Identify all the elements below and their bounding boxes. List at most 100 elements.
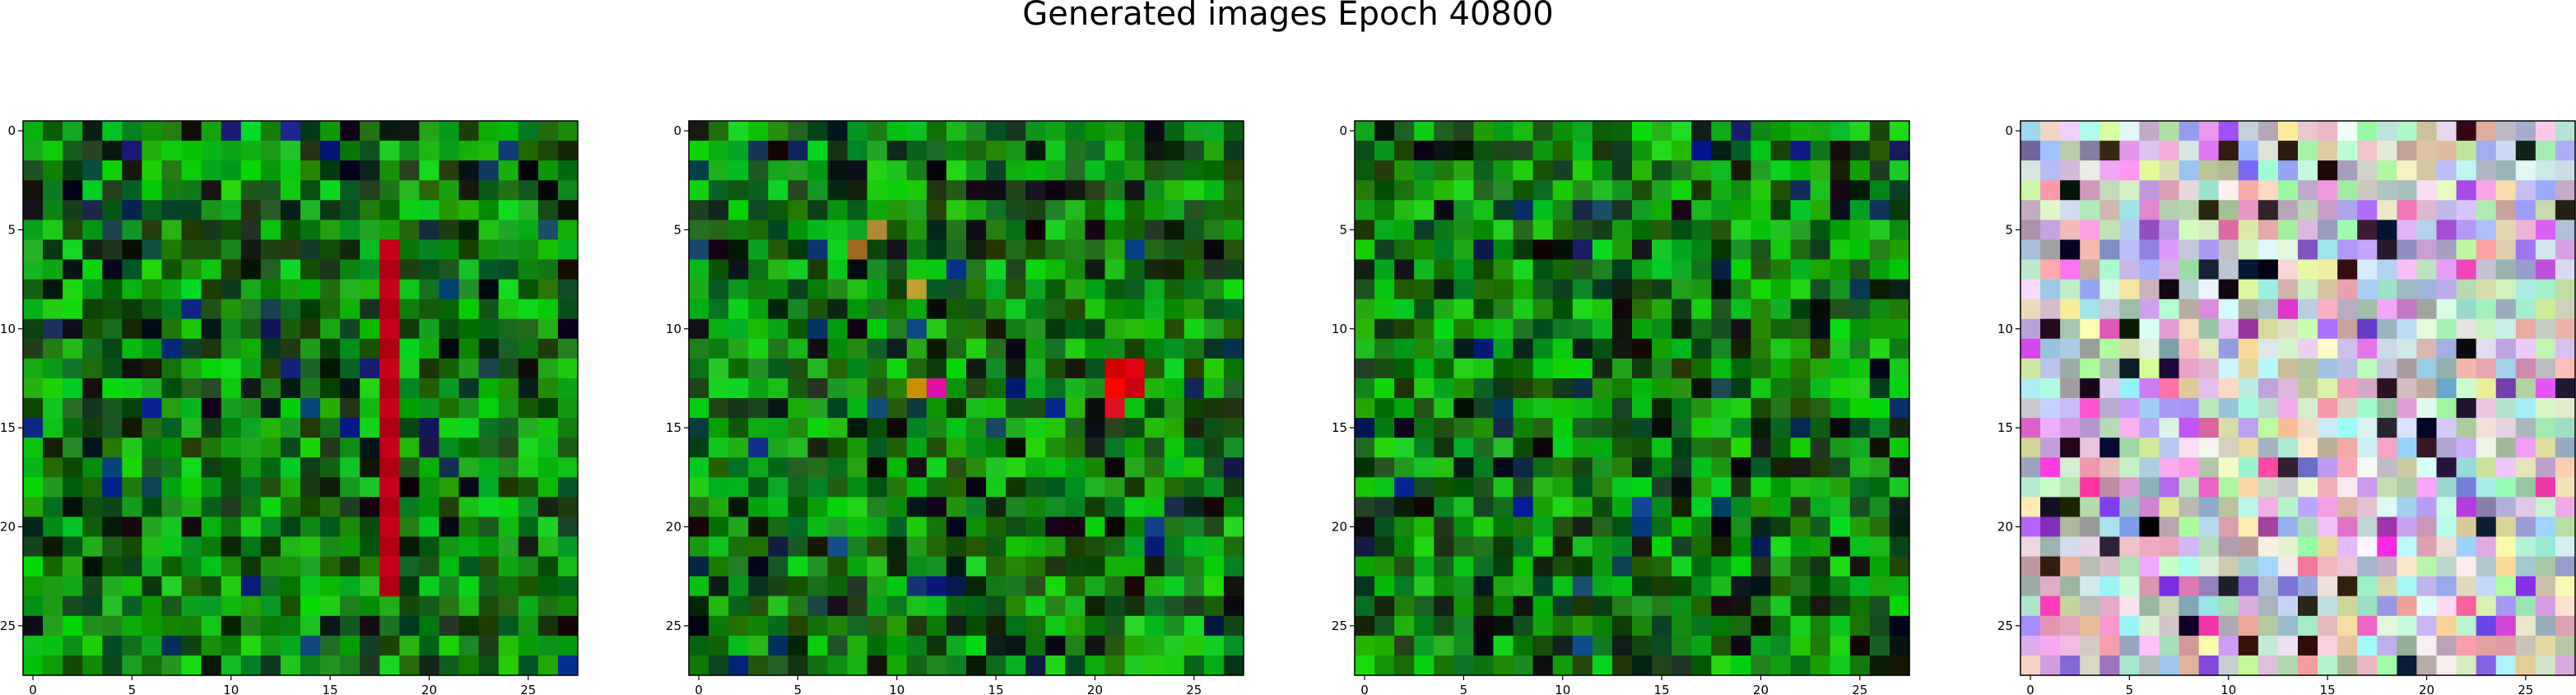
pixel	[1592, 318, 1613, 340]
pixel	[807, 635, 829, 656]
pixel	[827, 635, 849, 656]
pixel	[2377, 477, 2397, 498]
pixel	[827, 121, 849, 141]
pixel	[537, 318, 559, 340]
pixel	[2298, 418, 2318, 438]
pixel	[2060, 497, 2081, 518]
pixel	[807, 576, 829, 597]
pixel	[2298, 378, 2318, 399]
pixel	[181, 239, 202, 261]
pixel	[2139, 517, 2160, 538]
pixel	[478, 141, 500, 161]
y-tick: 15	[1997, 420, 2020, 435]
pixel	[986, 180, 1007, 201]
pixel	[360, 457, 380, 478]
pixel	[2218, 338, 2239, 359]
pixel	[709, 279, 729, 300]
pixel	[102, 378, 123, 399]
pixel	[2020, 279, 2041, 300]
pixel	[2535, 121, 2556, 141]
pixel	[478, 220, 500, 241]
pixel	[1790, 438, 1811, 458]
pixel	[2436, 220, 2457, 241]
pixel	[827, 259, 849, 280]
pixel	[709, 141, 729, 161]
pixel	[2476, 576, 2497, 597]
pixel	[1592, 160, 1613, 181]
pixel	[2377, 318, 2397, 340]
pixel	[2555, 635, 2576, 656]
pixel	[1493, 200, 1514, 220]
pixel	[966, 239, 987, 261]
pixel	[1355, 457, 1375, 478]
pixel	[1183, 239, 1205, 261]
pixel	[1652, 635, 1672, 656]
pixel	[867, 517, 888, 538]
pixel	[2397, 418, 2418, 438]
pixel	[1144, 160, 1165, 181]
pixel	[1434, 438, 1454, 458]
pixel	[1394, 457, 1415, 478]
pixel	[2357, 536, 2378, 558]
pixel	[2218, 457, 2239, 478]
pixel	[43, 259, 63, 280]
pixel	[1355, 259, 1375, 280]
pixel	[2535, 457, 2556, 478]
pixel	[1164, 180, 1185, 201]
pixel	[926, 477, 947, 498]
pixel	[709, 378, 729, 399]
pixel	[122, 279, 143, 300]
pixel	[2080, 576, 2100, 597]
pixel	[2416, 220, 2438, 241]
pixel	[2198, 121, 2220, 141]
pixel	[827, 220, 849, 241]
pixel	[2357, 398, 2378, 419]
pixel	[1164, 655, 1185, 676]
pixel	[1473, 121, 1495, 141]
pixel	[43, 517, 63, 538]
pixel	[82, 121, 103, 141]
pixel	[1849, 338, 1871, 359]
pixel	[2357, 595, 2378, 617]
pixel	[2238, 200, 2259, 220]
pixel	[181, 536, 202, 558]
pixel	[1124, 576, 1146, 597]
pixel	[768, 160, 788, 181]
pixel	[320, 655, 341, 676]
pixel	[399, 121, 421, 141]
pixel	[557, 615, 579, 637]
pixel	[419, 477, 440, 498]
pixel	[2515, 121, 2536, 141]
pixel	[320, 517, 341, 538]
pixel	[2119, 160, 2141, 181]
pixel	[1453, 635, 1475, 656]
pixel	[1632, 180, 1653, 201]
pixel	[43, 418, 63, 438]
pixel	[2020, 497, 2041, 518]
pixel	[1611, 438, 1633, 458]
pixel	[1124, 180, 1146, 201]
pixel	[1849, 497, 1871, 518]
pixel	[557, 378, 579, 399]
pixel	[1183, 378, 1205, 399]
pixel	[1473, 239, 1495, 261]
pixel	[2178, 318, 2200, 340]
pixel	[867, 398, 888, 419]
y-tick-label: 5	[1339, 222, 1347, 237]
pixel	[102, 576, 123, 597]
pixel	[2218, 477, 2239, 498]
pixel	[1025, 418, 1046, 438]
pixel	[458, 338, 480, 359]
pixel	[399, 655, 421, 676]
pixel	[1006, 378, 1026, 399]
pixel	[399, 556, 421, 577]
pixel	[709, 595, 729, 617]
pixel	[2020, 239, 2041, 261]
pixel	[1223, 279, 1244, 300]
pixel	[2257, 536, 2279, 558]
pixel	[320, 121, 341, 141]
pixel	[807, 457, 829, 478]
pixel	[82, 141, 103, 161]
pixel	[1691, 576, 1712, 597]
